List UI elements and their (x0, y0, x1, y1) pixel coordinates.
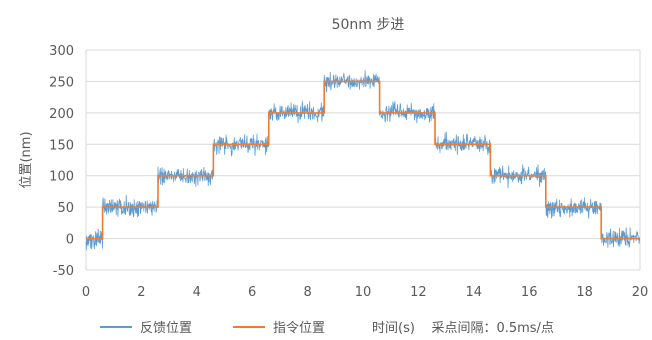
x-tick-label: 18 (576, 285, 593, 300)
y-tick-label: -50 (53, 264, 74, 279)
chart-title: 50nm 步进 (332, 17, 405, 33)
x-tick-label: 2 (137, 285, 145, 300)
series-command-line (86, 80, 640, 240)
series-feedback-line (85, 70, 641, 251)
gridlines (85, 49, 641, 271)
x-tick-label: 8 (303, 285, 311, 300)
y-tick-label: 300 (49, 44, 74, 59)
x-axis-ticks: 0 2 4 6 8 10 12 14 16 18 20 (82, 285, 648, 300)
legend-label-command: 指令位置 (273, 321, 325, 336)
x-tick-label: 12 (410, 285, 427, 300)
y-tick-label: 250 (49, 75, 74, 90)
series-layer (85, 70, 641, 251)
x-tick-label: 10 (355, 285, 372, 300)
time-axis-annotation: 时间(s) 采点间隔：0.5ms/点 (372, 321, 554, 336)
y-tick-label: 100 (49, 170, 74, 185)
y-tick-label: 0 (66, 233, 74, 248)
x-tick-label: 6 (248, 285, 256, 300)
x-tick-label: 4 (193, 285, 201, 300)
y-axis-ticks: -50 0 50 100 150 200 250 300 (49, 44, 74, 279)
x-tick-label: 16 (521, 285, 538, 300)
y-tick-label: 150 (49, 138, 74, 153)
legend: 反馈位置 指令位置 时间(s) 采点间隔：0.5ms/点 (100, 321, 554, 336)
legend-label-feedback: 反馈位置 (140, 321, 192, 336)
x-tick-label: 20 (632, 285, 649, 300)
y-tick-label: 200 (49, 107, 74, 122)
y-axis-title: 位置(nm) (19, 131, 34, 188)
y-tick-label: 50 (57, 201, 74, 216)
x-tick-label: 14 (466, 285, 483, 300)
x-tick-label: 0 (82, 285, 90, 300)
